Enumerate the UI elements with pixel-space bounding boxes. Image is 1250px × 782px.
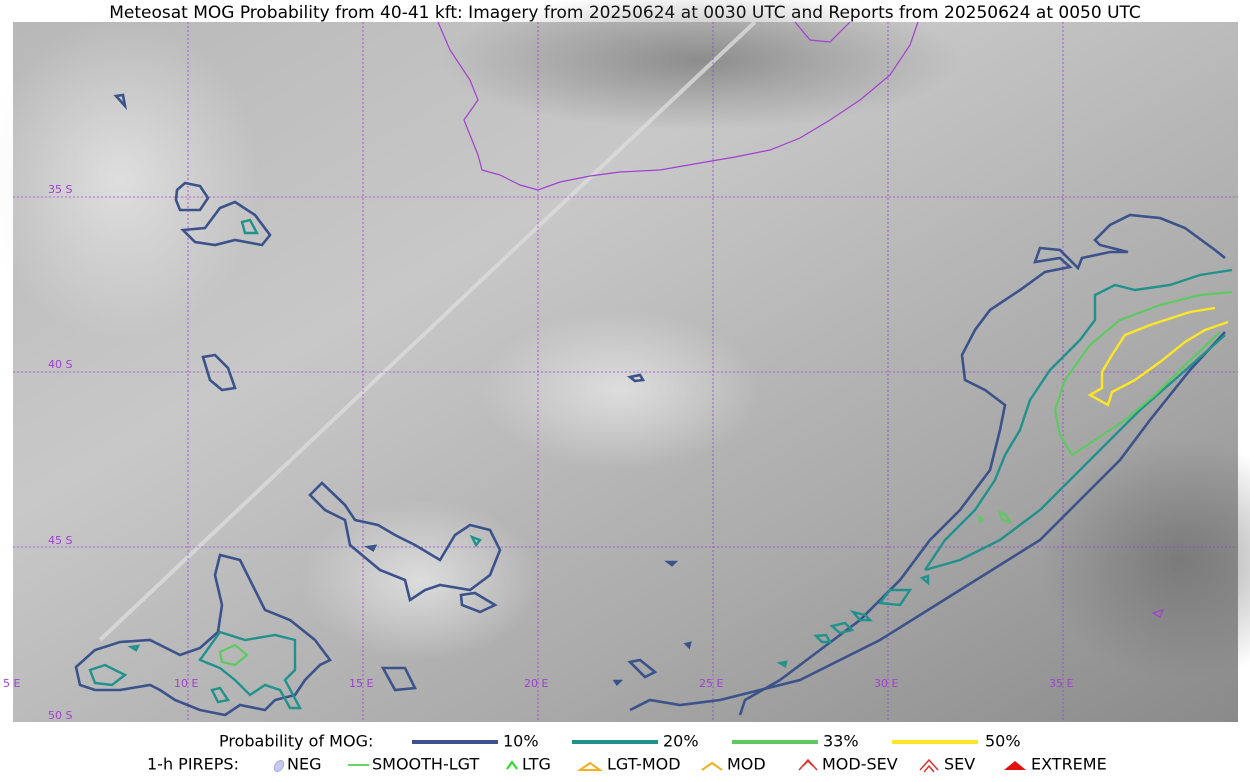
lon-label: 35 E: [1049, 677, 1073, 690]
lon-label: 5 E: [3, 677, 20, 690]
grid: [13, 22, 1238, 722]
legend-item: LGT-MOD: [607, 755, 681, 774]
lon-label: 25 E: [699, 677, 723, 690]
legend-item: 33%: [823, 732, 859, 751]
legend-label: 1-h PIREPS:: [147, 755, 239, 774]
lat-label: 45 S: [48, 534, 72, 547]
lat-label: 50 S: [48, 709, 72, 722]
lon-label: 10 E: [174, 677, 198, 690]
legend-item: LTG: [522, 755, 551, 774]
legend-item: EXTREME: [1031, 755, 1107, 774]
legend-item: SEV: [944, 755, 975, 774]
legend-item: 50%: [985, 732, 1021, 751]
map: 35 S 40 S 45 S 50 S 5 E 10 E 15 E 20 E 2…: [0, 0, 1250, 722]
legend-item: 20%: [663, 732, 699, 751]
lon-label: 20 E: [524, 677, 548, 690]
legend-item: MOD: [727, 755, 766, 774]
lat-label: 35 S: [48, 183, 72, 196]
lon-label: 15 E: [349, 677, 373, 690]
legend-item: SMOOTH-LGT: [372, 755, 479, 774]
grid-labels: 35 S 40 S 45 S 50 S 5 E 10 E 15 E 20 E 2…: [3, 183, 1073, 722]
legend-label: Probability of MOG:: [219, 732, 373, 751]
legend: Probability of MOG: 10% 20% 33% 50% 1-h …: [147, 732, 1107, 774]
lon-label: 30 E: [874, 677, 898, 690]
legend-item: MOD-SEV: [822, 755, 898, 774]
contours: [74, 93, 1233, 717]
legend-item: 10%: [503, 732, 539, 751]
legend-item: NEG: [287, 755, 321, 774]
lat-label: 40 S: [48, 358, 72, 371]
